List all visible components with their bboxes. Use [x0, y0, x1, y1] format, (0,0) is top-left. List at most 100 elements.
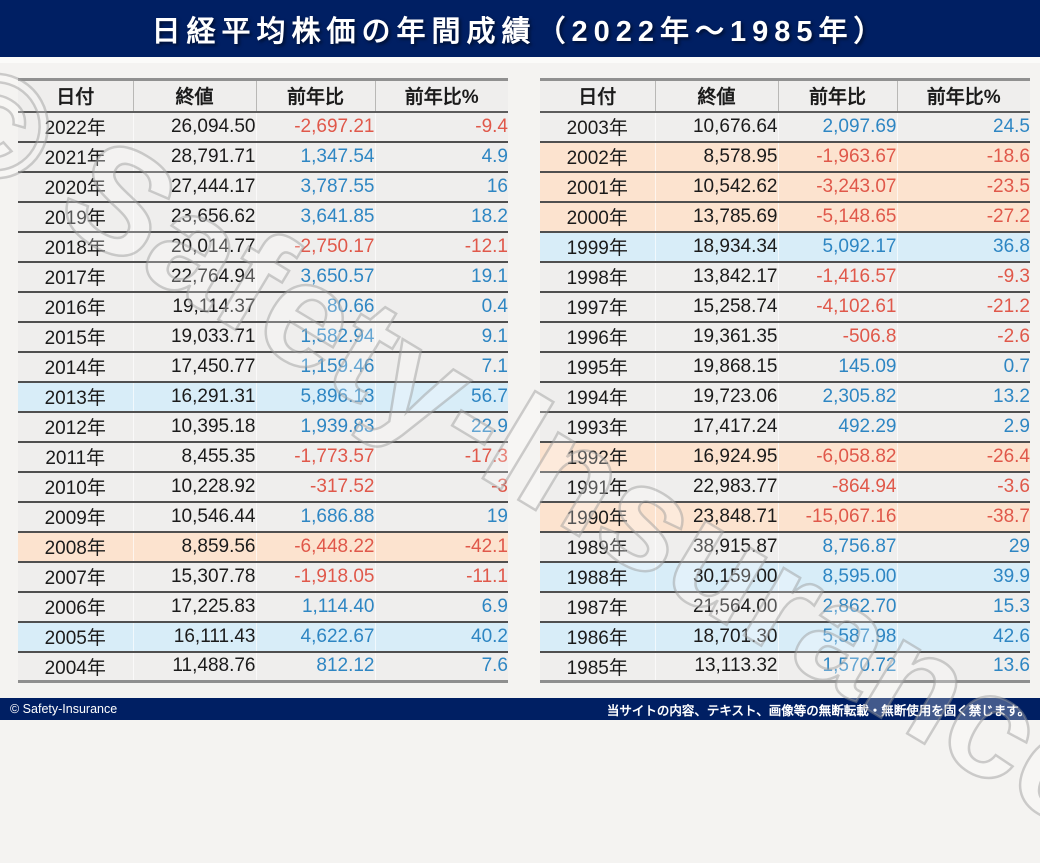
close-cell: 18,701.30 — [654, 621, 778, 652]
close-cell: 28,791.71 — [132, 141, 256, 172]
close-cell: 16,111.43 — [132, 621, 256, 652]
header-row: 日付 終値 前年比 前年比% — [18, 79, 508, 112]
year-cell: 2005年 — [44, 628, 106, 649]
year-cell: 2000年 — [566, 208, 628, 229]
close-cell: 22,983.77 — [654, 471, 778, 502]
change-pct-cell: 29 — [896, 531, 1030, 562]
close-cell: 17,225.83 — [132, 591, 256, 622]
col-header-date: 日付 — [56, 87, 95, 109]
change-cell: -2,750.17 — [255, 231, 375, 262]
change-pct-cell: -42.1 — [374, 531, 508, 562]
change-pct-cell: 16 — [374, 171, 508, 202]
close-cell: 8,455.35 — [132, 441, 256, 472]
change-pct-cell: 9.1 — [374, 321, 508, 352]
change-cell: -6,058.82 — [777, 441, 897, 472]
table-row: 1989年 38,915.87 8,756.87 29 — [540, 531, 1030, 562]
change-pct-cell: 36.8 — [896, 231, 1030, 262]
close-cell: 10,228.92 — [132, 471, 256, 502]
year-cell: 2006年 — [44, 598, 106, 619]
year-cell: 1996年 — [566, 328, 628, 349]
close-cell: 8,859.56 — [132, 531, 256, 562]
footer-bar: © Safety-Insurance 当サイトの内容、テキスト、画像等の無断転載… — [0, 698, 1040, 720]
year-cell: 2015年 — [44, 328, 106, 349]
close-cell: 19,868.15 — [654, 351, 778, 382]
table-row: 2006年 17,225.83 1,114.40 6.9 — [18, 591, 508, 622]
change-pct-cell: 7.1 — [374, 351, 508, 382]
table-row: 2011年 8,455.35 -1,773.57 -17.3 — [18, 441, 508, 472]
title-bar: 日経平均株価の年間成績（2022年〜1985年） — [0, 0, 1040, 63]
change-cell: 3,641.85 — [255, 201, 375, 232]
close-cell: 30,159.00 — [654, 561, 778, 592]
year-cell: 2002年 — [566, 148, 628, 169]
year-cell: 1990年 — [566, 508, 628, 529]
table-row: 2020年 27,444.17 3,787.55 16 — [18, 171, 508, 202]
col-header-close: 終値 — [654, 79, 778, 112]
change-pct-cell: 19 — [374, 501, 508, 532]
close-cell: 17,417.24 — [654, 411, 778, 442]
close-cell: 13,113.32 — [654, 651, 778, 682]
year-cell: 2010年 — [44, 478, 106, 499]
change-pct-cell: 42.6 — [896, 621, 1030, 652]
close-cell: 19,723.06 — [654, 381, 778, 412]
change-pct-cell: -21.2 — [896, 291, 1030, 322]
table-row: 1986年 18,701.30 5,587.98 42.6 — [540, 621, 1030, 652]
change-pct-cell: -9.3 — [896, 261, 1030, 292]
change-pct-cell: 13.6 — [896, 651, 1030, 682]
right-table: 日付 終値 前年比 前年比% 2003年 10,676.64 2,097.69 24.… — [540, 78, 1030, 683]
change-pct-cell: 24.5 — [896, 111, 1030, 142]
table-row: 1997年 15,258.74 -4,102.61 -21.2 — [540, 291, 1030, 322]
change-pct-cell: -12.1 — [374, 231, 508, 262]
close-cell: 38,915.87 — [654, 531, 778, 562]
change-pct-cell: 4.9 — [374, 141, 508, 172]
change-pct-cell: -27.2 — [896, 201, 1030, 232]
left-table: 日付 終値 前年比 前年比% 2022年 26,094.50 -2,697.21 -9… — [18, 78, 508, 683]
table-row: 2012年 10,395.18 1,939.83 22.9 — [18, 411, 508, 442]
table-row: 1994年 19,723.06 2,305.82 13.2 — [540, 381, 1030, 412]
change-cell: 4,622.67 — [255, 621, 375, 652]
table-row: 2000年 13,785.69 -5,148.65 -27.2 — [540, 201, 1030, 232]
close-cell: 18,934.34 — [654, 231, 778, 262]
year-cell: 2022年 — [44, 118, 106, 139]
right-table-header: 日付 終値 前年比 前年比% — [540, 79, 1030, 112]
year-cell: 2011年 — [45, 448, 106, 469]
change-pct-cell: 56.7 — [374, 381, 508, 412]
change-pct-cell: 19.1 — [374, 261, 508, 292]
table-row: 1996年 19,361.35 -506.8 -2.6 — [540, 321, 1030, 352]
table-row: 1992年 16,924.95 -6,058.82 -26.4 — [540, 441, 1030, 472]
change-cell: 8,756.87 — [777, 531, 897, 562]
tables-area: 日付 終値 前年比 前年比% 2022年 26,094.50 -2,697.21 -9… — [18, 78, 1030, 683]
change-pct-cell: -38.7 — [896, 501, 1030, 532]
change-pct-cell: -11.1 — [374, 561, 508, 592]
year-cell: 1988年 — [566, 568, 628, 589]
change-cell: 1,570.72 — [777, 651, 897, 682]
close-cell: 20,014.77 — [132, 231, 256, 262]
change-cell: 145.09 — [777, 351, 897, 382]
close-cell: 11,488.76 — [132, 651, 256, 682]
table-row: 2008年 8,859.56 -6,448.22 -42.1 — [18, 531, 508, 562]
table-row: 2019年 23,656.62 3,641.85 18.2 — [18, 201, 508, 232]
change-cell: 5,092.17 — [777, 231, 897, 262]
change-pct-cell: -23.5 — [896, 171, 1030, 202]
close-cell: 10,542.62 — [654, 171, 778, 202]
table-row: 2014年 17,450.77 1,159.46 7.1 — [18, 351, 508, 382]
change-pct-cell: 39.9 — [896, 561, 1030, 592]
change-cell: 1,582.94 — [255, 321, 375, 352]
table-row: 2021年 28,791.71 1,347.54 4.9 — [18, 141, 508, 172]
table-row: 1998年 13,842.17 -1,416.57 -9.3 — [540, 261, 1030, 292]
table-row: 2010年 10,228.92 -317.52 -3 — [18, 471, 508, 502]
left-table-header: 日付 終値 前年比 前年比% — [18, 79, 508, 112]
year-cell: 2003年 — [566, 118, 628, 139]
change-cell: -15,067.16 — [777, 501, 897, 532]
change-cell: 2,097.69 — [777, 111, 897, 142]
table-row: 2009年 10,546.44 1,686.88 19 — [18, 501, 508, 532]
change-cell: -4,102.61 — [777, 291, 897, 322]
close-cell: 10,395.18 — [132, 411, 256, 442]
footer-copyright: © Safety-Insurance — [10, 702, 118, 716]
change-cell: -1,416.57 — [777, 261, 897, 292]
change-pct-cell: 6.9 — [374, 591, 508, 622]
table-row: 2002年 8,578.95 -1,963.67 -18.6 — [540, 141, 1030, 172]
close-cell: 17,450.77 — [132, 351, 256, 382]
change-cell: -1,918.05 — [255, 561, 375, 592]
close-cell: 13,785.69 — [654, 201, 778, 232]
year-cell: 1992年 — [566, 448, 628, 469]
